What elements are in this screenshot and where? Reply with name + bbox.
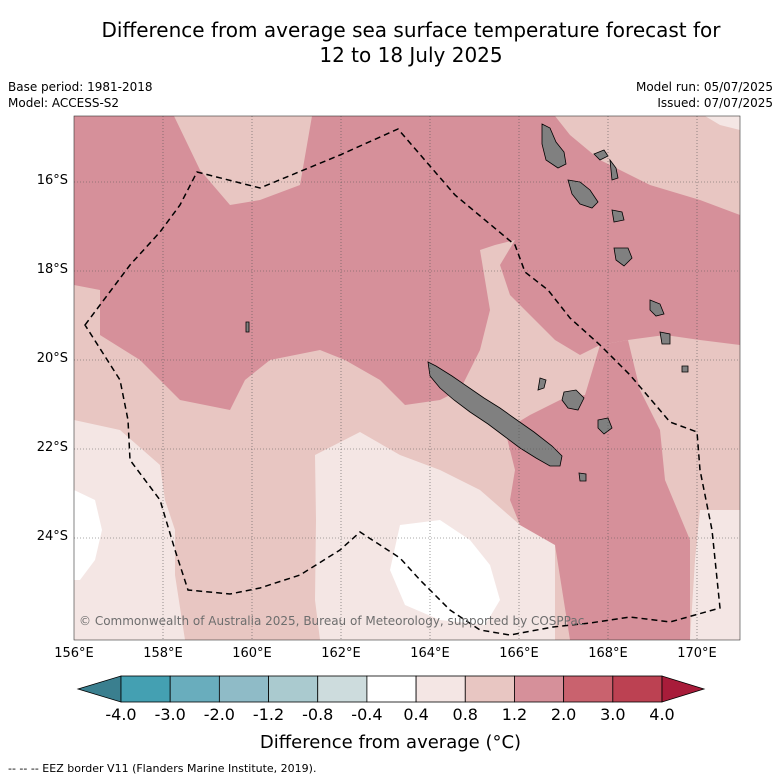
latitude-label: 16°S bbox=[36, 173, 68, 188]
espiritu-santo-island bbox=[541, 123, 567, 169]
pentecost-island bbox=[609, 158, 619, 181]
land-masses bbox=[245, 123, 689, 482]
colorbar-tick-label: 4.0 bbox=[649, 705, 675, 724]
longitude-label: 162°E bbox=[321, 646, 361, 661]
colorbar bbox=[76, 675, 706, 703]
colorbar-tick-label: -4.0 bbox=[105, 705, 137, 724]
colorbar-tick-label: 0.8 bbox=[452, 705, 478, 724]
colorbar-tick-label: 2.0 bbox=[550, 705, 577, 724]
aneityum-island bbox=[659, 331, 671, 345]
colorbar-low-extend bbox=[76, 675, 122, 703]
colorbar-tick-label: 0.4 bbox=[403, 705, 429, 724]
colorbar-label: Difference from average (°C) bbox=[259, 732, 522, 753]
title-line-2: 12 to 18 July 2025 bbox=[319, 43, 503, 67]
latitude-label: 22°S bbox=[36, 440, 68, 455]
meta-left: Base period: 1981-2018 Model: ACCESS-S2 bbox=[8, 79, 153, 111]
colorbar-bin bbox=[464, 675, 515, 703]
colorbar-tick-label: -1.2 bbox=[252, 705, 285, 724]
colorbar-tick-label: 3.0 bbox=[600, 705, 626, 724]
map-frame bbox=[73, 115, 741, 641]
efate-island bbox=[611, 209, 625, 223]
longitude-label: 166°E bbox=[499, 646, 539, 661]
title-line-1: Difference from average sea surface temp… bbox=[101, 18, 721, 42]
grande-terre-island bbox=[427, 361, 563, 467]
anomaly-region-1-2-southeast bbox=[505, 340, 690, 640]
eez-legend-footnote: -- -- -- EEZ border V11 (Flanders Marine… bbox=[8, 762, 317, 775]
erromango-island bbox=[613, 247, 633, 267]
colorbar-bin bbox=[120, 675, 171, 703]
latitude-label: 24°S bbox=[36, 529, 68, 544]
neutral-region-southwest bbox=[74, 490, 102, 580]
copyright-notice: © Commonwealth of Australia 2025, Bureau… bbox=[79, 614, 585, 628]
latitude-label: 18°S bbox=[36, 262, 68, 277]
longitude-label: 168°E bbox=[588, 646, 628, 661]
sst-anomaly-field bbox=[74, 116, 740, 640]
model-name: Model: ACCESS-S2 bbox=[8, 96, 120, 110]
isle-of-pines bbox=[578, 472, 587, 482]
colorbar-bin bbox=[317, 675, 368, 703]
colorbar-tick-label: -2.0 bbox=[203, 705, 235, 724]
model-run: Model run: 05/07/2025 bbox=[635, 80, 773, 94]
colorbar-tick-label: -0.4 bbox=[351, 705, 383, 724]
colorbar-bin bbox=[366, 675, 417, 703]
tanna-island bbox=[649, 299, 665, 317]
colorbar-tick-label: 1.2 bbox=[501, 705, 528, 724]
loyalty-island-lifou bbox=[561, 389, 585, 411]
base-period: Base period: 1981-2018 bbox=[8, 80, 153, 94]
anomaly-region-0-4-southwest bbox=[74, 420, 185, 640]
anomaly-region-0-4-east bbox=[690, 510, 740, 640]
colorbar-bin bbox=[169, 675, 220, 703]
colorbar-bin bbox=[514, 675, 565, 703]
longitude-label: 160°E bbox=[232, 646, 272, 661]
map-title: Difference from average sea surface temp… bbox=[0, 18, 781, 68]
eez-border bbox=[84, 128, 721, 636]
colorbar-bin bbox=[612, 675, 663, 703]
neutral-region-south bbox=[390, 520, 500, 625]
longitude-label: 164°E bbox=[410, 646, 450, 661]
longitude-label: 156°E bbox=[54, 646, 94, 661]
anomaly-region-0-4-northeast-corner bbox=[705, 116, 740, 130]
colorbar-bin bbox=[218, 675, 269, 703]
colorbar-tick-label: -3.0 bbox=[154, 705, 186, 724]
colorbar-bin bbox=[563, 675, 614, 703]
malekula-island bbox=[567, 179, 599, 209]
colorbar-bin bbox=[415, 675, 466, 703]
longitude-label: 158°E bbox=[143, 646, 183, 661]
colorbar-bin bbox=[268, 675, 319, 703]
colorbar-tick-label: -0.8 bbox=[302, 705, 334, 724]
small-island-east bbox=[681, 365, 689, 373]
longitude-label: 170°E bbox=[677, 646, 717, 661]
latitude-label: 20°S bbox=[36, 351, 68, 366]
chesterfield-islet bbox=[245, 321, 250, 333]
meta-right: Model run: 05/07/2025 Issued: 07/07/2025 bbox=[636, 79, 773, 111]
colorbar-high-extend bbox=[661, 675, 706, 703]
issued-date: Issued: 07/07/2025 bbox=[657, 96, 773, 110]
loyalty-island-ouvea bbox=[537, 377, 547, 391]
graticule bbox=[74, 116, 740, 640]
